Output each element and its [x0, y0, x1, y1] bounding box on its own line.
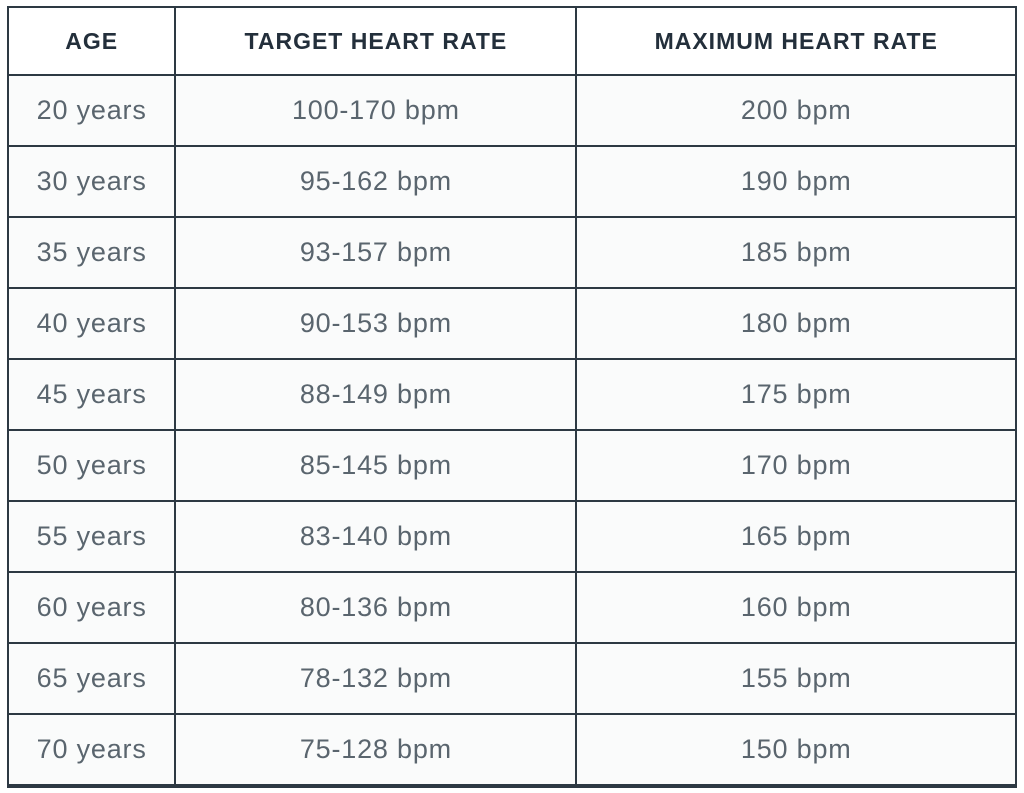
- table-row: 60 years 80-136 bpm 160 bpm: [6, 571, 1017, 644]
- table-row: 70 years 75-128 bpm 150 bpm: [6, 713, 1017, 788]
- target-heart-rate-cell: 95-162 bpm: [174, 145, 578, 218]
- age-cell: 40 years: [6, 287, 177, 360]
- column-header-age: AGE: [6, 6, 177, 76]
- age-cell: 50 years: [6, 429, 177, 502]
- target-heart-rate-cell: 78-132 bpm: [174, 642, 578, 715]
- maximum-heart-rate-cell: 170 bpm: [575, 429, 1017, 502]
- maximum-heart-rate-cell: 175 bpm: [575, 358, 1017, 431]
- table-row: 50 years 85-145 bpm 170 bpm: [6, 429, 1017, 502]
- table-row: 55 years 83-140 bpm 165 bpm: [6, 500, 1017, 573]
- target-heart-rate-cell: 85-145 bpm: [174, 429, 578, 502]
- target-heart-rate-cell: 88-149 bpm: [174, 358, 578, 431]
- column-header-target-heart-rate: TARGET HEART RATE: [174, 6, 578, 76]
- target-heart-rate-cell: 93-157 bpm: [174, 216, 578, 289]
- table-row: 40 years 90-153 bpm 180 bpm: [6, 287, 1017, 360]
- target-heart-rate-cell: 90-153 bpm: [174, 287, 578, 360]
- table-row: 20 years 100-170 bpm 200 bpm: [6, 74, 1017, 147]
- maximum-heart-rate-cell: 150 bpm: [575, 713, 1017, 788]
- table-body: 20 years 100-170 bpm 200 bpm 30 years 95…: [6, 74, 1017, 788]
- maximum-heart-rate-cell: 160 bpm: [575, 571, 1017, 644]
- age-cell: 70 years: [6, 713, 177, 788]
- target-heart-rate-cell: 83-140 bpm: [174, 500, 578, 573]
- header-row: AGE TARGET HEART RATE MAXIMUM HEART RATE: [6, 6, 1017, 76]
- column-header-maximum-heart-rate: MAXIMUM HEART RATE: [575, 6, 1017, 76]
- table-header: AGE TARGET HEART RATE MAXIMUM HEART RATE: [6, 6, 1017, 76]
- age-cell: 60 years: [6, 571, 177, 644]
- maximum-heart-rate-cell: 200 bpm: [575, 74, 1017, 147]
- table-row: 30 years 95-162 bpm 190 bpm: [6, 145, 1017, 218]
- target-heart-rate-cell: 75-128 bpm: [174, 713, 578, 788]
- maximum-heart-rate-cell: 185 bpm: [575, 216, 1017, 289]
- maximum-heart-rate-cell: 155 bpm: [575, 642, 1017, 715]
- age-cell: 65 years: [6, 642, 177, 715]
- maximum-heart-rate-cell: 180 bpm: [575, 287, 1017, 360]
- maximum-heart-rate-cell: 190 bpm: [575, 145, 1017, 218]
- table-row: 35 years 93-157 bpm 185 bpm: [6, 216, 1017, 289]
- target-heart-rate-cell: 80-136 bpm: [174, 571, 578, 644]
- maximum-heart-rate-cell: 165 bpm: [575, 500, 1017, 573]
- heart-rate-table: AGE TARGET HEART RATE MAXIMUM HEART RATE…: [6, 6, 1017, 788]
- age-cell: 20 years: [6, 74, 177, 147]
- age-cell: 45 years: [6, 358, 177, 431]
- table-row: 65 years 78-132 bpm 155 bpm: [6, 642, 1017, 715]
- table-row: 45 years 88-149 bpm 175 bpm: [6, 358, 1017, 431]
- target-heart-rate-cell: 100-170 bpm: [174, 74, 578, 147]
- age-cell: 35 years: [6, 216, 177, 289]
- age-cell: 30 years: [6, 145, 177, 218]
- age-cell: 55 years: [6, 500, 177, 573]
